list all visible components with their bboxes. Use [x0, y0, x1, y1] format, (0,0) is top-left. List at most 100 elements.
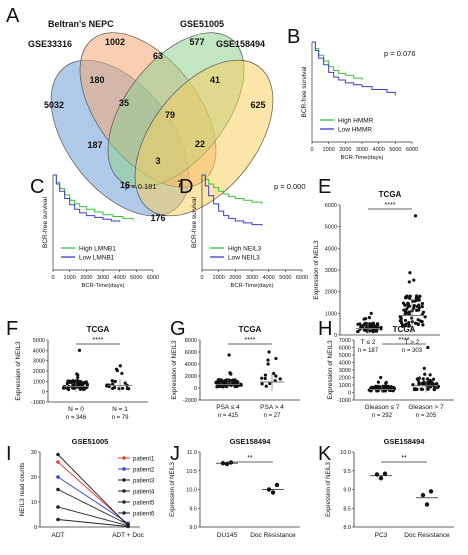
- data-point: [218, 384, 222, 389]
- group-plot-k: GSE158494 8.0 8.5 9.0 9.5 10.0 Expression of N…: [326, 437, 454, 539]
- data-point: [217, 379, 221, 383]
- data-point: [413, 321, 418, 325]
- y-tick-label: 0: [334, 333, 337, 339]
- km-curve-high-hmmr: [312, 41, 363, 80]
- data-point: [368, 323, 372, 327]
- data-point: [120, 371, 124, 375]
- data-point: [391, 385, 395, 390]
- pair-line-patient2: [57, 476, 129, 524]
- data-point: [406, 301, 410, 305]
- y-tick-label: 8.5: [343, 506, 351, 512]
- y-tick-label: 7000: [339, 338, 351, 344]
- data-point: [268, 381, 272, 386]
- data-point: [120, 386, 125, 390]
- data-point: [233, 385, 237, 389]
- x-tick-label: 4000: [373, 147, 385, 153]
- panel-letter-k: K: [318, 443, 332, 465]
- legend-marker: [122, 456, 126, 460]
- venn-count: 35: [119, 98, 129, 108]
- pair-point: [56, 475, 60, 479]
- data-point: [412, 278, 416, 282]
- data-point: [400, 324, 405, 328]
- data-point: [278, 377, 282, 381]
- data-point: [436, 384, 441, 388]
- y-tick-label: 3000: [33, 359, 45, 365]
- legend-marker: [122, 500, 126, 504]
- venn-set-label: Beltran's NEPC: [48, 19, 114, 29]
- data-point: [274, 374, 278, 378]
- data-point: [420, 387, 424, 391]
- data-point: [435, 382, 439, 386]
- y-tick-label: 6000: [325, 203, 337, 209]
- data-point: [376, 380, 381, 384]
- plot-title: GSE158494: [384, 437, 426, 446]
- data-point: [371, 321, 376, 325]
- y-tick-label: 4000: [325, 246, 337, 252]
- category-label: ADT + Doc: [112, 532, 145, 539]
- group-label: Gleason > 7: [408, 404, 444, 411]
- data-point: [356, 322, 360, 326]
- legend-label: Low NEIL3: [228, 255, 260, 262]
- y-tick-label: 0: [348, 391, 351, 397]
- pair-line-patient3: [57, 454, 129, 527]
- y-tick-label: 30: [31, 450, 37, 456]
- x-tick-label: 1000: [323, 147, 335, 153]
- y-tick-label: 1000: [33, 379, 45, 385]
- data-point: [405, 307, 409, 311]
- data-point: [67, 379, 71, 383]
- data-point: [381, 389, 385, 393]
- group-n: n = 27: [264, 413, 282, 419]
- data-point: [111, 382, 115, 386]
- data-point: [416, 322, 420, 326]
- data-point: [412, 306, 416, 310]
- y-tick-label: -1000: [337, 398, 351, 404]
- data-point: [110, 379, 114, 383]
- data-point: [263, 376, 267, 381]
- y-axis-label: Expression of NEIL3: [15, 341, 22, 401]
- venn-count: 5032: [44, 100, 64, 110]
- data-point: [264, 384, 268, 388]
- data-point: [260, 376, 264, 380]
- km-curve-low-neil3: [202, 174, 263, 226]
- x-tick-label: 6000: [406, 147, 418, 153]
- data-point: [221, 380, 225, 385]
- data-point: [224, 384, 229, 389]
- y-axis-label: Expression of NEIL3: [171, 340, 178, 400]
- data-point: [422, 366, 426, 370]
- data-point: [367, 316, 372, 320]
- data-point: [81, 386, 85, 390]
- data-point: [363, 322, 367, 326]
- p-value: p = 0.076: [384, 49, 416, 58]
- data-point: [379, 375, 383, 380]
- data-point: [356, 329, 360, 334]
- data-point: [274, 356, 278, 361]
- data-point: [113, 379, 117, 383]
- data-point: [428, 378, 432, 382]
- plot-title: GSE51005: [72, 437, 109, 446]
- data-point: [420, 305, 424, 309]
- panel-letter-c: C: [30, 176, 44, 198]
- legend-label: patient2: [133, 468, 155, 474]
- y-tick-label: 11.0: [187, 450, 197, 456]
- dot-plot-f: TCGA -1000 0 1000 2000 3000 4000 5000 Expression…: [15, 325, 148, 421]
- data-point: [125, 386, 130, 391]
- category-label: Doc Resistance: [250, 532, 296, 539]
- venn-count: 180: [89, 75, 104, 85]
- group-n: n = 292: [372, 413, 393, 419]
- venn-set-label: GSE33316: [28, 39, 72, 49]
- y-tick-label: 20: [31, 475, 37, 481]
- data-point: [421, 377, 425, 381]
- data-point: [66, 387, 71, 392]
- data-point: [270, 490, 276, 495]
- data-point: [85, 382, 89, 386]
- data-point: [266, 358, 270, 362]
- data-point: [274, 482, 280, 488]
- category-label: PC3: [375, 532, 388, 539]
- p-value: p = 0.000: [274, 182, 306, 191]
- significance-label: ****: [93, 337, 104, 344]
- data-point: [407, 310, 411, 314]
- venn-count: 22: [195, 139, 205, 149]
- data-point: [75, 379, 79, 383]
- y-axis-label: Expression of NEIL3: [170, 461, 176, 516]
